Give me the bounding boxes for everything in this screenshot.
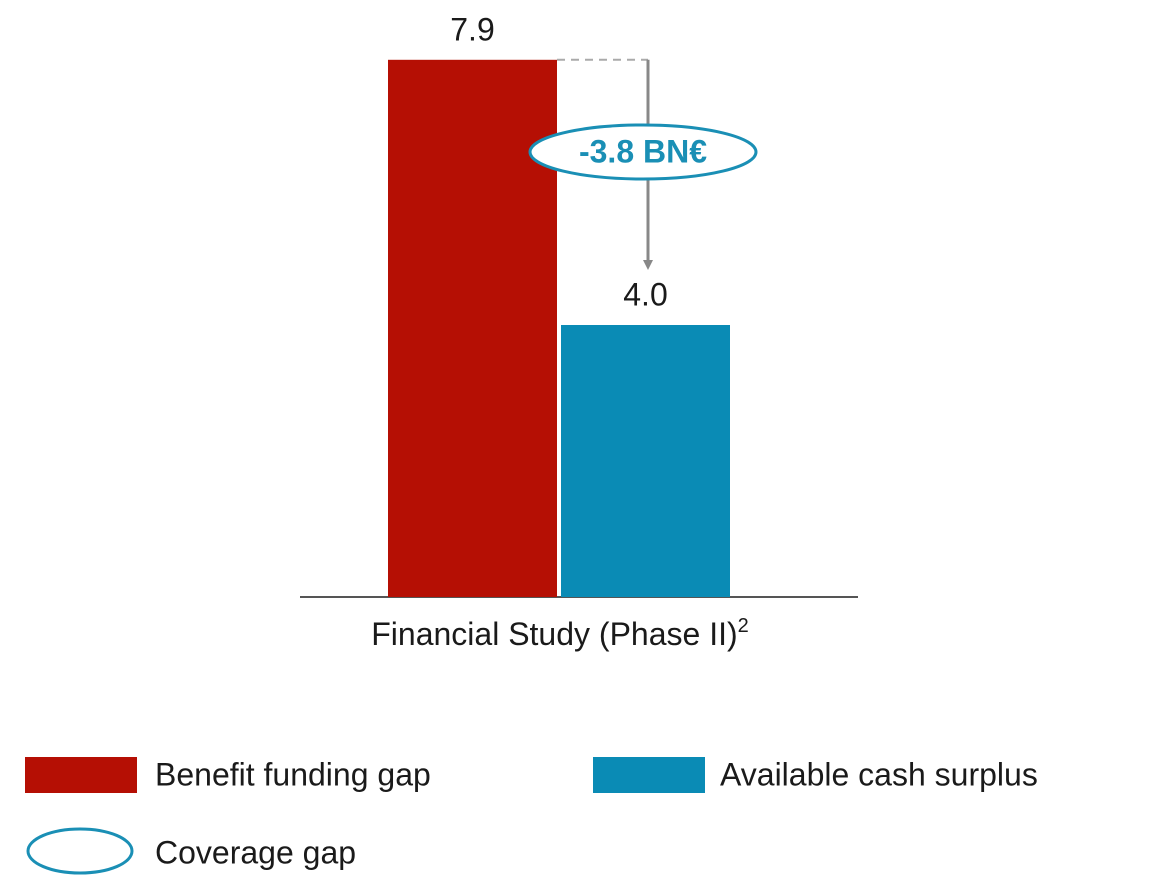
legend-swatch xyxy=(593,757,705,793)
bar xyxy=(561,325,730,597)
legend-label: Available cash surplus xyxy=(720,756,1038,792)
value-label: 7.9 xyxy=(450,11,494,47)
footnote-mark: 2 xyxy=(738,615,749,637)
category-label: Financial Study (Phase II)2 xyxy=(371,615,749,652)
legend-label: Benefit funding gap xyxy=(155,756,431,792)
gap-label: -3.8 BN€ xyxy=(579,133,707,169)
category-text: Financial Study (Phase II) xyxy=(371,616,737,652)
legend-swatch xyxy=(25,757,137,793)
gap-ellipse xyxy=(528,123,758,181)
bar xyxy=(388,59,557,598)
value-label: 4.0 xyxy=(623,276,667,312)
legend-label: Coverage gap xyxy=(155,834,356,870)
legend-ellipse xyxy=(26,827,134,875)
